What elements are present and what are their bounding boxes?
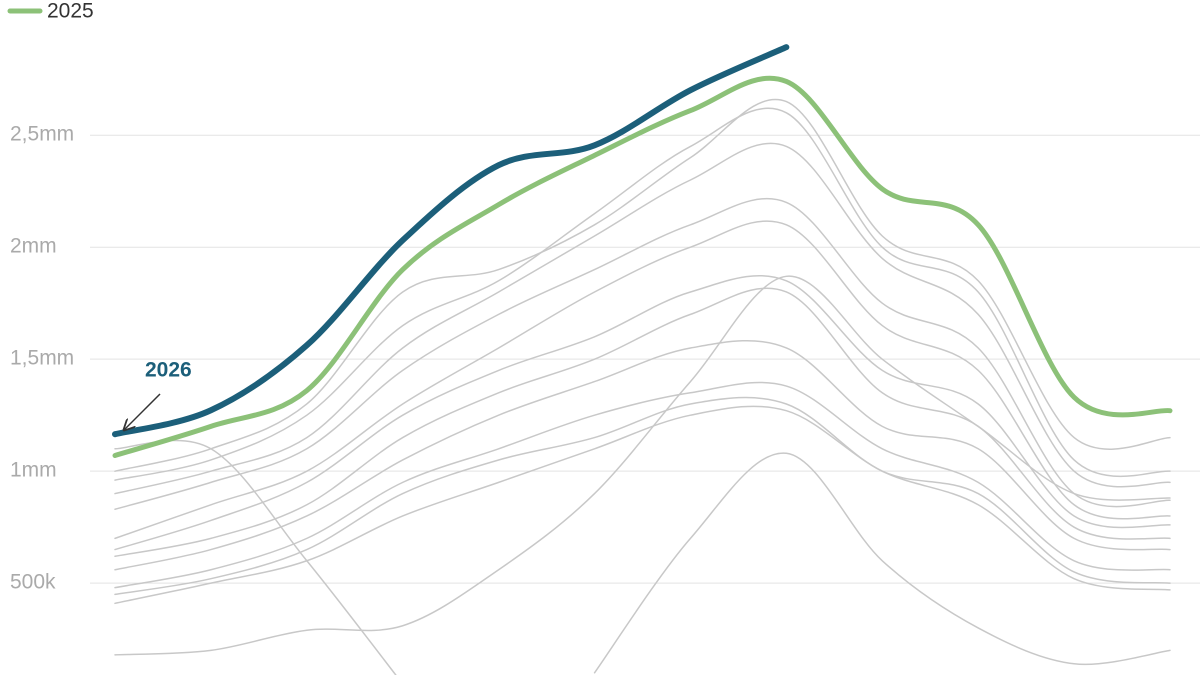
series-line [112, 75, 1173, 458]
grid: 500k 1mm 1,5mm 2mm 2,5mm [10, 123, 1200, 594]
series-line [114, 339, 1171, 571]
y-tick-label: 500k [10, 571, 56, 594]
plot [112, 44, 1173, 675]
series-line [114, 274, 1171, 551]
series-line [114, 142, 1171, 495]
legend: 2025 [7, 0, 94, 23]
series-line [114, 396, 1171, 596]
series-line [114, 275, 1171, 656]
legend-label: 2025 [47, 0, 94, 23]
series-line [114, 107, 1171, 481]
series-line [112, 44, 790, 438]
series-line [114, 381, 1171, 589]
series-line [114, 98, 1171, 472]
series-line [114, 287, 1171, 558]
y-tick-label: 2mm [10, 235, 57, 258]
y-tick-label: 1,5mm [10, 347, 74, 370]
series-line [114, 197, 1171, 511]
y-tick-label: 1mm [10, 459, 57, 482]
y-tick-label: 2,5mm [10, 123, 74, 146]
annotation-2026: 2026 [145, 359, 192, 382]
series-line [593, 452, 1171, 674]
series-line [114, 220, 1171, 540]
annotation-arrow [124, 393, 161, 430]
